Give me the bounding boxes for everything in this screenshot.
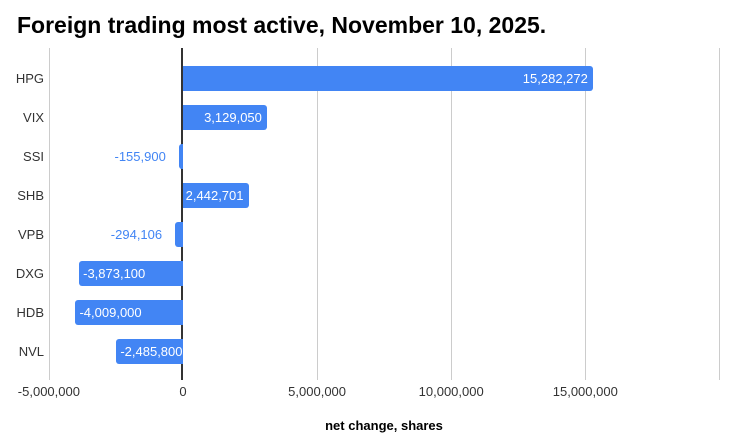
gridline (49, 48, 50, 375)
bar-value-label: 2,442,701 (185, 188, 244, 203)
bar-value-label: -3,873,100 (83, 266, 146, 281)
category-label-ssi: SSI (23, 149, 44, 164)
axis-tick (49, 375, 50, 380)
x-tick-label: 10,000,000 (418, 384, 484, 399)
x-tick-label: -5,000,000 (17, 384, 80, 399)
category-label-nvl: NVL (18, 344, 44, 359)
x-tick-label: 0 (179, 384, 187, 399)
bar-vix: 3,129,050 (183, 105, 267, 130)
bar-value-label: 15,282,272 (522, 71, 588, 86)
category-label-hdb: HDB (16, 305, 44, 320)
bar-value-label: 3,129,050 (204, 110, 262, 125)
bar-hpg: 15,282,272 (183, 66, 593, 91)
bar-nvl: -2,485,800 (116, 339, 183, 364)
category-label-dxg: DXG (15, 266, 44, 281)
category-label-shb: SHB (17, 188, 44, 203)
bar-vpb (175, 222, 183, 247)
bar-shb: 2,442,701 (183, 183, 249, 208)
bar-value-label-outside: -155,900 (114, 149, 166, 164)
x-tick-label: 15,000,000 (552, 384, 618, 399)
bar-ssi (178, 144, 183, 169)
category-label-vpb: VPB (17, 227, 44, 242)
axis-tick (719, 375, 720, 380)
axis-tick (451, 375, 452, 380)
gridline (585, 48, 586, 375)
gridline (719, 48, 720, 375)
axis-tick (317, 375, 318, 380)
bar-value-label: -4,009,000 (79, 305, 142, 320)
x-tick-label: 5,000,000 (288, 384, 347, 399)
chart-title: Foreign trading most active, November 10… (17, 12, 547, 38)
category-label-vix: VIX (23, 110, 44, 125)
bar-value-label: -2,485,800 (120, 344, 183, 359)
zero-axis-line (181, 48, 183, 380)
gridline (451, 48, 452, 375)
category-label-hpg: HPG (15, 71, 44, 86)
bar-dxg: -3,873,100 (79, 261, 183, 286)
bar-value-label-outside: -294,106 (110, 227, 163, 242)
bar-hdb: -4,009,000 (75, 300, 183, 325)
axis-tick (585, 375, 586, 380)
gridline (317, 48, 318, 375)
x-axis-title: net change, shares (325, 418, 443, 433)
